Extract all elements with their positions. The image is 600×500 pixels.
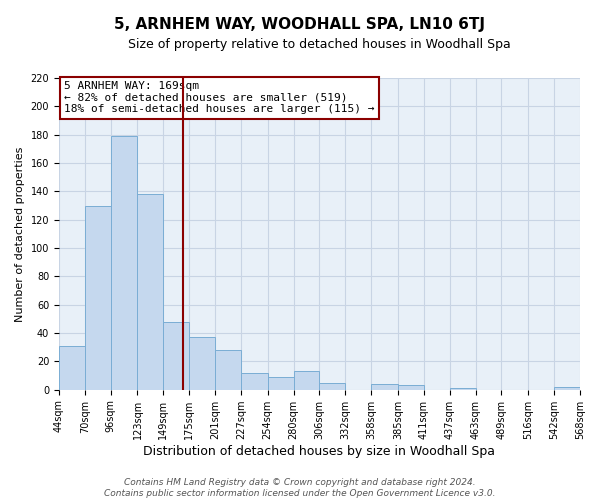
Bar [319, 382, 346, 390]
Bar [293, 372, 319, 390]
Bar [110, 136, 137, 390]
Bar [554, 387, 580, 390]
Title: Size of property relative to detached houses in Woodhall Spa: Size of property relative to detached ho… [128, 38, 511, 51]
Bar [137, 194, 163, 390]
Bar [163, 322, 189, 390]
Bar [371, 384, 398, 390]
Bar [85, 206, 110, 390]
Text: 5, ARNHEM WAY, WOODHALL SPA, LN10 6TJ: 5, ARNHEM WAY, WOODHALL SPA, LN10 6TJ [115, 18, 485, 32]
Y-axis label: Number of detached properties: Number of detached properties [15, 146, 25, 322]
Text: Contains HM Land Registry data © Crown copyright and database right 2024.
Contai: Contains HM Land Registry data © Crown c… [104, 478, 496, 498]
X-axis label: Distribution of detached houses by size in Woodhall Spa: Distribution of detached houses by size … [143, 444, 496, 458]
Bar [398, 386, 424, 390]
Bar [241, 372, 268, 390]
Bar [59, 346, 85, 390]
Bar [215, 350, 241, 390]
Bar [189, 338, 215, 390]
Bar [450, 388, 476, 390]
Bar [268, 377, 293, 390]
Text: 5 ARNHEM WAY: 169sqm
← 82% of detached houses are smaller (519)
18% of semi-deta: 5 ARNHEM WAY: 169sqm ← 82% of detached h… [64, 81, 374, 114]
